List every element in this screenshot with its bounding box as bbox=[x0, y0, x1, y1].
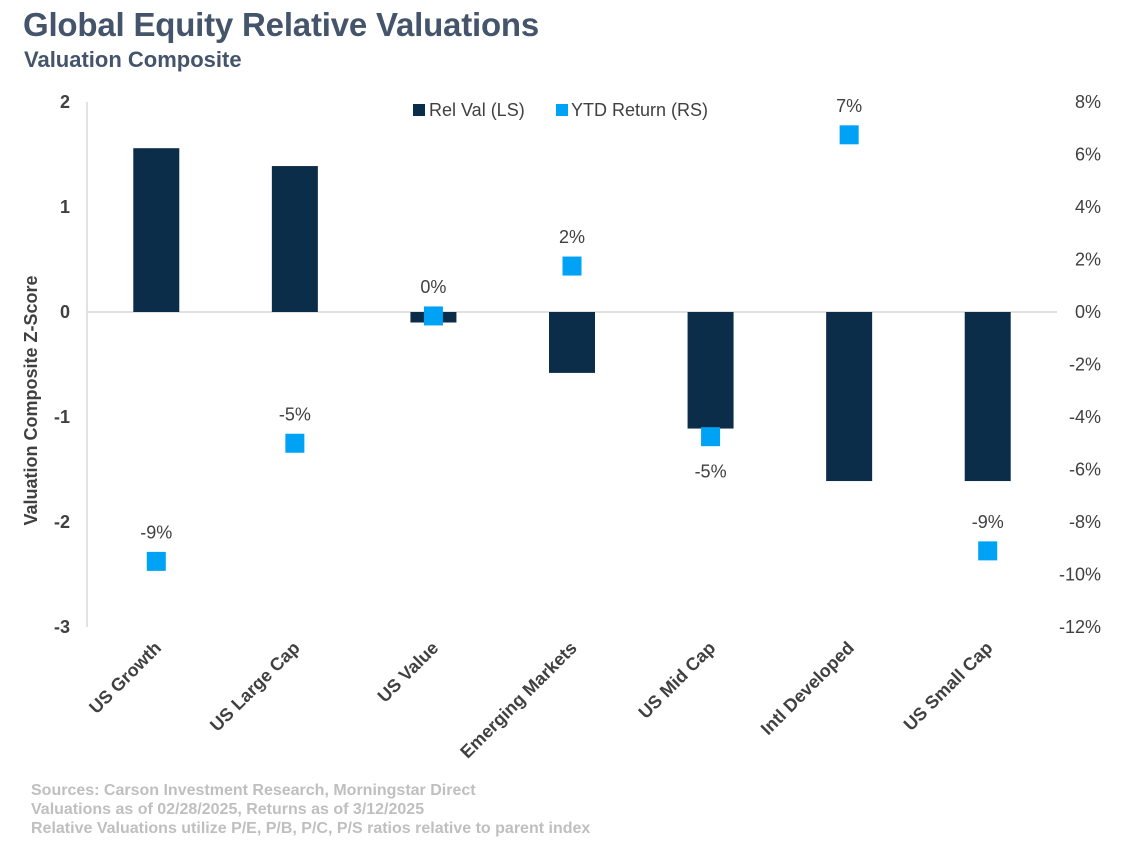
legend-swatch-rel-val bbox=[413, 104, 425, 116]
right-tick-label: -8% bbox=[1069, 512, 1101, 532]
marker-ytd-return bbox=[839, 125, 859, 145]
bar-rel-val bbox=[549, 312, 595, 373]
footnote-dates: Valuations as of 02/28/2025, Returns as … bbox=[31, 801, 425, 818]
right-tick-label: -12% bbox=[1059, 617, 1101, 637]
data-label-ytd-return: -9% bbox=[972, 512, 1004, 532]
category-label: US Mid Cap bbox=[635, 638, 720, 723]
left-tick-label: 1 bbox=[60, 197, 70, 217]
data-label-ytd-return: 2% bbox=[559, 227, 585, 247]
legend-label-ytd-return: YTD Return (RS) bbox=[571, 100, 708, 120]
bar-rel-val bbox=[133, 148, 180, 312]
right-tick-label: 4% bbox=[1075, 197, 1101, 217]
category-labels: US Growth US Large Cap US Value Emerging Ma… bbox=[85, 638, 996, 762]
bar-rel-val bbox=[687, 312, 734, 429]
bar-series bbox=[133, 148, 1011, 482]
marker-ytd-return bbox=[146, 551, 166, 571]
valuation-chart: 2 1 0 -1 -2 -3 8% 6% 4% 2% 0% -2% -4% -6% -8% -10% -12% V… bbox=[21, 92, 1101, 762]
category-label: US Large Cap bbox=[206, 638, 304, 736]
left-tick-label: -2 bbox=[54, 512, 70, 532]
left-tick-label: 2 bbox=[60, 92, 70, 112]
legend-label-rel-val: Rel Val (LS) bbox=[429, 100, 525, 120]
data-label-ytd-return: 0% bbox=[420, 277, 446, 297]
category-label: Intl Developed bbox=[757, 638, 858, 739]
marker-series bbox=[146, 125, 998, 571]
right-tick-label: -4% bbox=[1069, 407, 1101, 427]
left-axis-title: Valuation Composite Z-Score bbox=[21, 275, 41, 525]
bar-rel-val bbox=[964, 312, 1011, 482]
right-tick-label: 0% bbox=[1075, 302, 1101, 322]
right-tick-label: 8% bbox=[1075, 92, 1101, 112]
marker-ytd-return bbox=[701, 427, 721, 447]
left-tick-label: 0 bbox=[60, 302, 70, 322]
data-label-ytd-return: -5% bbox=[279, 404, 311, 424]
bar-rel-val bbox=[826, 312, 873, 482]
right-tick-label: 2% bbox=[1075, 250, 1101, 270]
chart-axes: 2 1 0 -1 -2 -3 8% 6% 4% 2% 0% -2% -4% -6% -8% -10% -12% V… bbox=[21, 92, 1101, 637]
category-label: US Value bbox=[374, 638, 443, 707]
data-label-ytd-return: 7% bbox=[836, 96, 862, 116]
right-tick-label: 6% bbox=[1075, 145, 1101, 165]
right-tick-label: -6% bbox=[1069, 460, 1101, 480]
left-tick-label: -1 bbox=[54, 407, 70, 427]
footnote-sources: Sources: Carson Investment Research, Mor… bbox=[31, 782, 476, 799]
category-label: US Growth bbox=[85, 638, 165, 718]
footnotes: Sources: Carson Investment Research, Mor… bbox=[31, 781, 590, 838]
left-tick-label: -3 bbox=[54, 617, 70, 637]
marker-ytd-return bbox=[978, 541, 998, 561]
right-tick-label: -2% bbox=[1069, 355, 1101, 375]
marker-ytd-return bbox=[562, 256, 582, 276]
category-label: US Small Cap bbox=[900, 638, 997, 735]
category-label: Emerging Markets bbox=[456, 638, 580, 762]
bar-rel-val bbox=[271, 166, 318, 312]
right-tick-label: -10% bbox=[1059, 565, 1101, 585]
chart-legend: Rel Val (LS) YTD Return (RS) bbox=[413, 100, 708, 120]
data-labels: -9% -5% 0% 2% -5% 7% -9% bbox=[140, 96, 1003, 543]
data-label-ytd-return: -9% bbox=[140, 522, 172, 542]
legend-swatch-ytd-return bbox=[556, 104, 568, 116]
marker-ytd-return bbox=[285, 433, 305, 453]
chart-subtitle: Valuation Composite bbox=[24, 47, 242, 72]
data-label-ytd-return: -5% bbox=[695, 462, 727, 482]
marker-ytd-return bbox=[423, 306, 443, 326]
footnote-methodology: Relative Valuations utilize P/E, P/B, P/… bbox=[31, 820, 591, 837]
chart-title: Global Equity Relative Valuations bbox=[23, 6, 540, 43]
